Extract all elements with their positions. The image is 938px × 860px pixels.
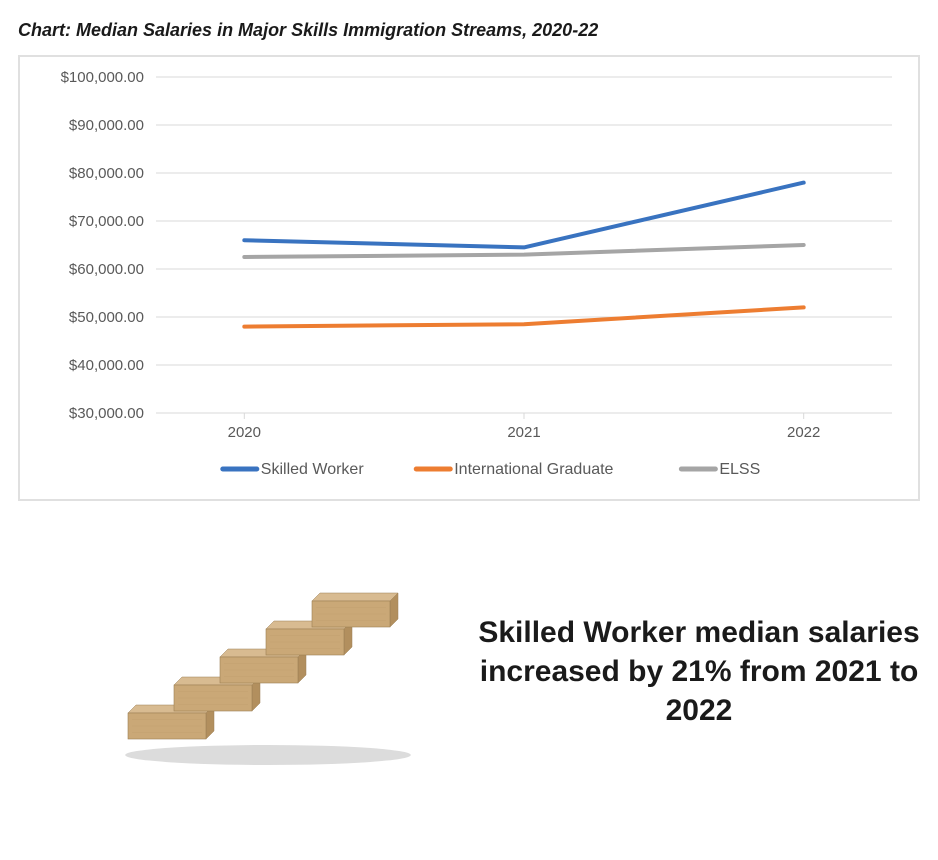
chart-title: Chart: Median Salaries in Major Skills I…: [18, 20, 920, 41]
callout-row: Skilled Worker median salaries increased…: [18, 571, 920, 771]
svg-text:$90,000.00: $90,000.00: [69, 117, 144, 134]
chart-card: $30,000.00 $40,000.00 $50,000.00 $60,000.00…: [18, 55, 920, 501]
svg-text:$40,000.00: $40,000.00: [69, 357, 144, 374]
callout-text: Skilled Worker median salaries increased…: [478, 613, 920, 730]
svg-text:2021: 2021: [507, 424, 540, 441]
svg-text:$80,000.00: $80,000.00: [69, 165, 144, 182]
svg-text:$50,000.00: $50,000.00: [69, 309, 144, 326]
svg-text:$60,000.00: $60,000.00: [69, 261, 144, 278]
svg-text:$100,000.00: $100,000.00: [61, 69, 144, 86]
svg-text:$70,000.00: $70,000.00: [69, 213, 144, 230]
svg-text:$30,000.00: $30,000.00: [69, 405, 144, 422]
svg-text:International Graduate: International Graduate: [454, 461, 613, 478]
svg-text:2022: 2022: [787, 424, 820, 441]
line-chart: $30,000.00 $40,000.00 $50,000.00 $60,000.00…: [26, 63, 912, 493]
chart-area: $30,000.00 $40,000.00 $50,000.00 $60,000.00…: [26, 63, 912, 493]
svg-text:ELSS: ELSS: [719, 461, 760, 478]
svg-text:2020: 2020: [228, 424, 261, 441]
svg-text:Skilled Worker: Skilled Worker: [261, 461, 365, 478]
stairs-graphic: [98, 571, 438, 771]
